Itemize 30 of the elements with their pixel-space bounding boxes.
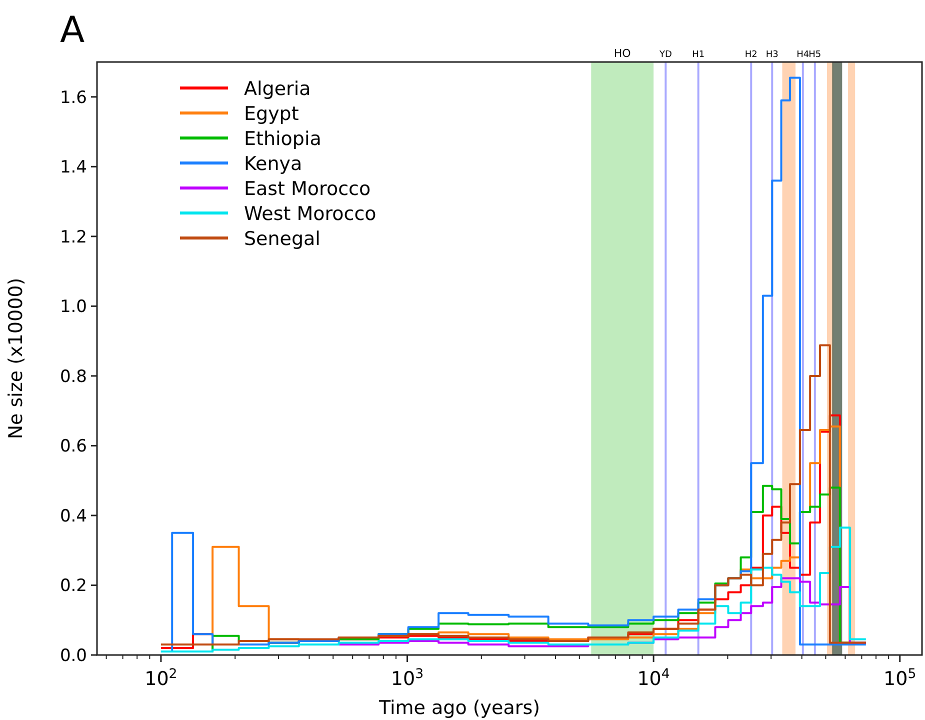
- y-tick-label: 0.2: [60, 576, 87, 596]
- ref-line-label: H4: [796, 50, 810, 60]
- y-tick-label: 0.4: [60, 506, 87, 526]
- y-axis-title: Ne size (x10000): [5, 278, 27, 440]
- x-tick-label: 10$^{5}$: [884, 666, 916, 690]
- y-tick-label: 1.2: [60, 227, 87, 248]
- ref-line-label: H5: [808, 50, 822, 60]
- legend-label: Kenya: [244, 153, 302, 175]
- x-tick-label: 10$^{4}$: [637, 666, 670, 690]
- chart-title: A: [60, 10, 85, 51]
- legend-label: Ethiopia: [244, 128, 322, 150]
- y-tick-label: 1.4: [60, 158, 87, 178]
- y-tick-label: 1.6: [60, 88, 87, 108]
- ref-line-label: H3: [766, 50, 778, 60]
- legend-label: Algeria: [244, 78, 311, 100]
- y-tick-label: 1.0: [60, 297, 87, 318]
- y-tick-label: 0.0: [60, 646, 87, 666]
- legend-label: Egypt: [244, 103, 299, 125]
- y-tick-label: 0.6: [60, 436, 87, 457]
- legend-label: East Morocco: [244, 178, 371, 200]
- x-tick-label: 10$^{3}$: [390, 666, 424, 690]
- legend-label: West Morocco: [244, 203, 376, 225]
- ref-line-label: YD: [658, 50, 672, 60]
- ref-line-label: H2: [744, 50, 758, 60]
- band-label: HO: [614, 47, 632, 60]
- y-tick-label: 0.8: [60, 366, 87, 387]
- ref-line-label: H1: [692, 50, 705, 60]
- x-axis-title: Time ago (years): [378, 697, 540, 719]
- x-tick-label: 10$^{2}$: [144, 666, 178, 690]
- legend-label: Senegal: [244, 228, 320, 250]
